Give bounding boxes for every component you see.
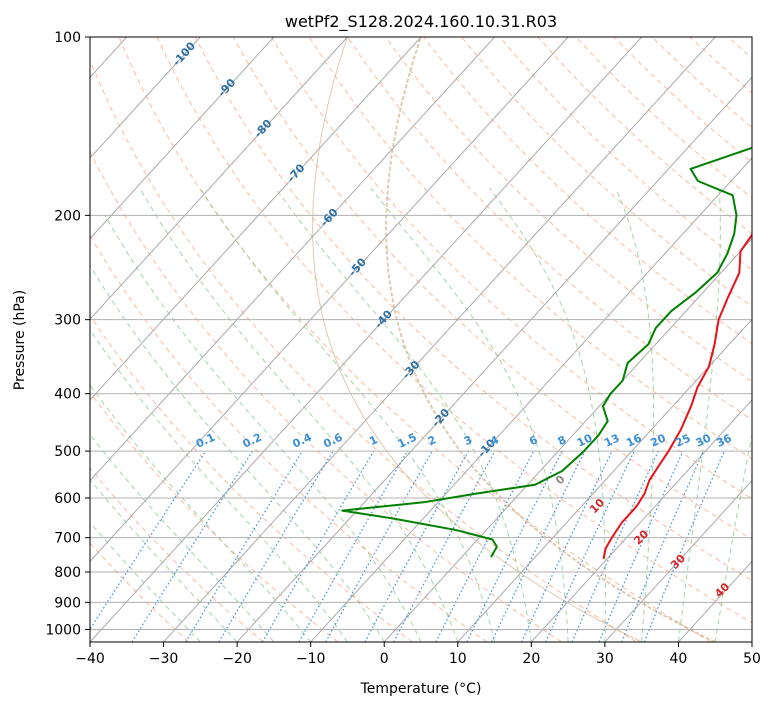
isotherm-line: [310, 157, 752, 642]
isotherm-line: [90, 37, 422, 401]
moist-adiabat: [139, 187, 459, 642]
isotherm-line: [90, 37, 569, 563]
mixing-ratio-label: 16: [624, 431, 644, 449]
background-lines: [90, 37, 752, 642]
y-tick-label: 200: [54, 208, 81, 224]
y-tick-label: 500: [54, 444, 81, 460]
axis-ticks: −40 −30 −20 −10 0 10 20 30 40 50 1000 900 800 700 600 5…: [45, 30, 761, 667]
y-tick-label: 100: [54, 30, 81, 46]
isotherm-line: [90, 37, 495, 482]
dry-adiabat: [90, 150, 562, 642]
moist-adiabat: [275, 187, 532, 642]
x-tick-label: 40: [670, 651, 688, 667]
x-tick-label: 30: [596, 651, 614, 667]
isotherm-line: [604, 479, 752, 642]
dry-adiabat: [232, 37, 752, 540]
moist-adiabat: [90, 479, 238, 642]
isohume-curve: [385, 37, 716, 642]
isotherm-line: [90, 37, 275, 240]
moist-adiabat: [90, 264, 385, 642]
isotherm-line: [383, 237, 752, 642]
isotherm-line: [90, 37, 201, 159]
dewpoint-profile: [341, 146, 752, 558]
y-tick-label: 1000: [45, 622, 81, 638]
y-tick-label: 800: [54, 565, 81, 581]
mixing-ratio-label: 36: [714, 431, 734, 449]
mixing-ratio-line: [90, 450, 207, 631]
mixing-ratio-line: [466, 450, 563, 642]
dry-adiabat: [194, 37, 752, 582]
mixing-ratio-line: [393, 450, 496, 642]
dry-adiabat: [156, 37, 752, 624]
dry-adiabat: [90, 234, 488, 642]
plot-frame: [89, 36, 753, 643]
x-tick-label: −20: [222, 651, 252, 667]
x-tick-label: 20: [522, 651, 540, 667]
y-tick-label: 600: [54, 491, 81, 507]
x-axis-label: Temperature (°C): [360, 681, 482, 697]
isotherm-line: [236, 76, 752, 642]
mixing-ratio-line: [598, 450, 684, 642]
y-tick-label: 300: [54, 313, 81, 329]
isohume-curve: [312, 37, 642, 642]
dry-adiabat: [270, 37, 752, 500]
isotherm-line: [163, 37, 716, 642]
mixing-ratio-line: [621, 450, 705, 642]
x-tick-label: −30: [149, 651, 179, 667]
mixing-ratio-label: 30: [694, 431, 714, 449]
mixing-ratio-line: [185, 450, 303, 642]
mixing-ratio-label: 10: [575, 431, 595, 449]
mixing-ratio-label: 20: [649, 431, 669, 449]
y-tick-label: 900: [54, 595, 81, 611]
moist-adiabat: [90, 384, 312, 642]
mixing-ratio-line: [571, 450, 659, 642]
mixing-ratio-line: [364, 450, 469, 642]
mixing-ratio-line: [131, 450, 254, 642]
mixing-ratio-label: 13: [602, 432, 621, 450]
x-tick-label: −10: [296, 651, 326, 667]
y-axis-label: Pressure (hPa): [12, 290, 28, 390]
series-layer: [341, 146, 752, 559]
x-tick-label: 50: [743, 651, 761, 667]
y-tick-label: 700: [54, 531, 81, 547]
pressure-grid: [90, 37, 752, 630]
dry-adiabat: [346, 37, 752, 421]
y-tick-label: 400: [54, 387, 81, 403]
dry-adiabat: [385, 37, 752, 383]
moist-adiabat: [677, 188, 721, 642]
isotherm-line: [90, 37, 348, 321]
moist-adiabat: [199, 187, 496, 642]
temperature-profile: [602, 233, 752, 559]
chart-title: wetPf2_S128.2024.160.10.31.R03: [285, 12, 557, 32]
isotherm-line: [90, 37, 643, 642]
dry-adiabat: [461, 37, 752, 308]
dry-adiabat: [90, 467, 264, 642]
x-tick-label: 10: [449, 651, 467, 667]
mixing-ratio-line: [643, 450, 725, 642]
isotherm-line: [530, 399, 752, 642]
isotherm-line: [457, 318, 752, 642]
mixing-ratio-line: [325, 450, 433, 642]
x-tick-label: 0: [380, 651, 389, 667]
moist-adiabat: [90, 433, 275, 642]
moist-adiabat: [489, 187, 606, 642]
x-tick-label: −40: [75, 651, 105, 667]
moist-adiabat: [714, 431, 752, 642]
mixing-ratio-label: 25: [673, 432, 692, 450]
